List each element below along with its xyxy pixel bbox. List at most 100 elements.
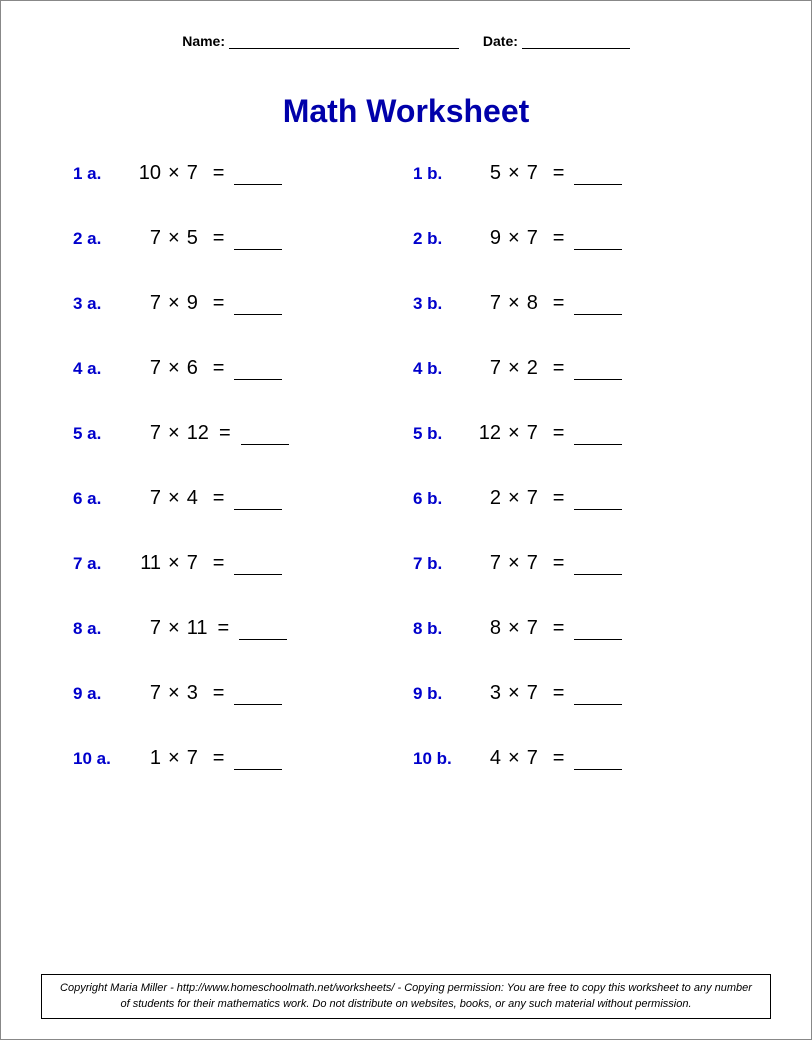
problem-cell: 3 a.7×9= [73,292,413,315]
copyright-footer: Copyright Maria Miller - http://www.home… [41,974,771,1019]
problem-equation: 2×7= [477,487,622,510]
answer-blank [234,752,282,770]
operand-1: 7 [477,552,501,575]
equals: = [553,422,565,445]
problem-equation: 3×7= [477,682,622,705]
problem-cell: 8 a.7×11= [73,617,413,640]
operand-1: 2 [477,487,501,510]
operand-1: 11 [137,552,161,575]
problem-row: 6 a.7×4= 6 b.2×7= [73,487,751,510]
problem-label: 8 b. [413,619,477,639]
problem-label: 3 b. [413,294,477,314]
problem-label: 6 b. [413,489,477,509]
problem-label: 9 a. [73,684,137,704]
problem-equation: 5×7= [477,162,622,185]
equals: = [553,552,565,575]
problem-label: 6 a. [73,489,137,509]
worksheet-title: Math Worksheet [1,93,811,130]
problem-cell: 3 b.7×8= [413,292,751,315]
equals: = [213,292,225,315]
operator: × [508,682,520,705]
answer-blank [574,557,622,575]
problem-label: 4 a. [73,359,137,379]
equals: = [213,552,225,575]
answer-blank [574,427,622,445]
equals: = [213,357,225,380]
answer-blank [234,492,282,510]
operator: × [168,357,180,380]
problem-label: 9 b. [413,684,477,704]
operand-2: 7 [187,552,203,575]
problem-cell: 2 a.7×5= [73,227,413,250]
problem-equation: 7×11= [137,617,287,640]
operand-1: 7 [477,357,501,380]
problem-equation: 7×8= [477,292,622,315]
operator: × [168,162,180,185]
problem-equation: 7×3= [137,682,282,705]
operator: × [168,487,180,510]
answer-blank [574,167,622,185]
problem-cell: 1 b.5×7= [413,162,751,185]
operator: × [508,357,520,380]
problem-label: 10 b. [413,749,477,769]
operator: × [508,617,520,640]
equals: = [219,422,231,445]
problem-row: 10 a.1×7=10 b.4×7= [73,747,751,770]
equals: = [217,617,229,640]
equals: = [553,162,565,185]
equals: = [553,617,565,640]
problem-equation: 7×5= [137,227,282,250]
operand-2: 7 [527,617,543,640]
operator: × [168,747,180,770]
answer-blank [234,557,282,575]
problem-cell: 10 a.1×7= [73,747,413,770]
operand-1: 10 [137,162,161,185]
answer-blank [574,492,622,510]
problem-equation: 1×7= [137,747,282,770]
problem-cell: 1 a.10×7= [73,162,413,185]
problem-row: 1 a.10×7=1 b.5×7= [73,162,751,185]
problem-equation: 7×2= [477,357,622,380]
answer-blank [234,687,282,705]
operand-1: 7 [137,617,161,640]
equals: = [213,227,225,250]
equals: = [213,487,225,510]
problem-row: 2 a.7×5=2 b.9×7= [73,227,751,250]
equals: = [553,292,565,315]
problem-equation: 7×4= [137,487,282,510]
problem-label: 2 a. [73,229,137,249]
problem-row: 7 a.11×7=7 b.7×7= [73,552,751,575]
problem-label: 3 a. [73,294,137,314]
operand-1: 7 [137,227,161,250]
date-field: Date: [483,33,630,49]
problem-row: 4 a.7×6=4 b.7×2= [73,357,751,380]
answer-blank [234,232,282,250]
answer-blank [239,622,287,640]
operand-1: 7 [137,682,161,705]
problem-label: 5 b. [413,424,477,444]
operand-1: 9 [477,227,501,250]
problem-equation: 4×7= [477,747,622,770]
problem-cell: 4 a.7×6= [73,357,413,380]
operand-1: 12 [477,422,501,445]
answer-blank [574,687,622,705]
problem-label: 7 a. [73,554,137,574]
operator: × [508,227,520,250]
operand-2: 7 [527,422,543,445]
answer-blank [574,622,622,640]
problem-cell: 7 b.7×7= [413,552,751,575]
operand-2: 12 [187,422,209,445]
operator: × [508,747,520,770]
equals: = [553,682,565,705]
problem-cell: 9 b.3×7= [413,682,751,705]
date-line [522,35,630,49]
equals: = [213,682,225,705]
problem-label: 5 a. [73,424,137,444]
operand-2: 11 [187,617,208,640]
problem-label: 10 a. [73,749,137,769]
answer-blank [234,297,282,315]
operand-2: 6 [187,357,203,380]
problem-row: 8 a.7×11=8 b.8×7= [73,617,751,640]
operand-2: 9 [187,292,203,315]
problem-equation: 8×7= [477,617,622,640]
